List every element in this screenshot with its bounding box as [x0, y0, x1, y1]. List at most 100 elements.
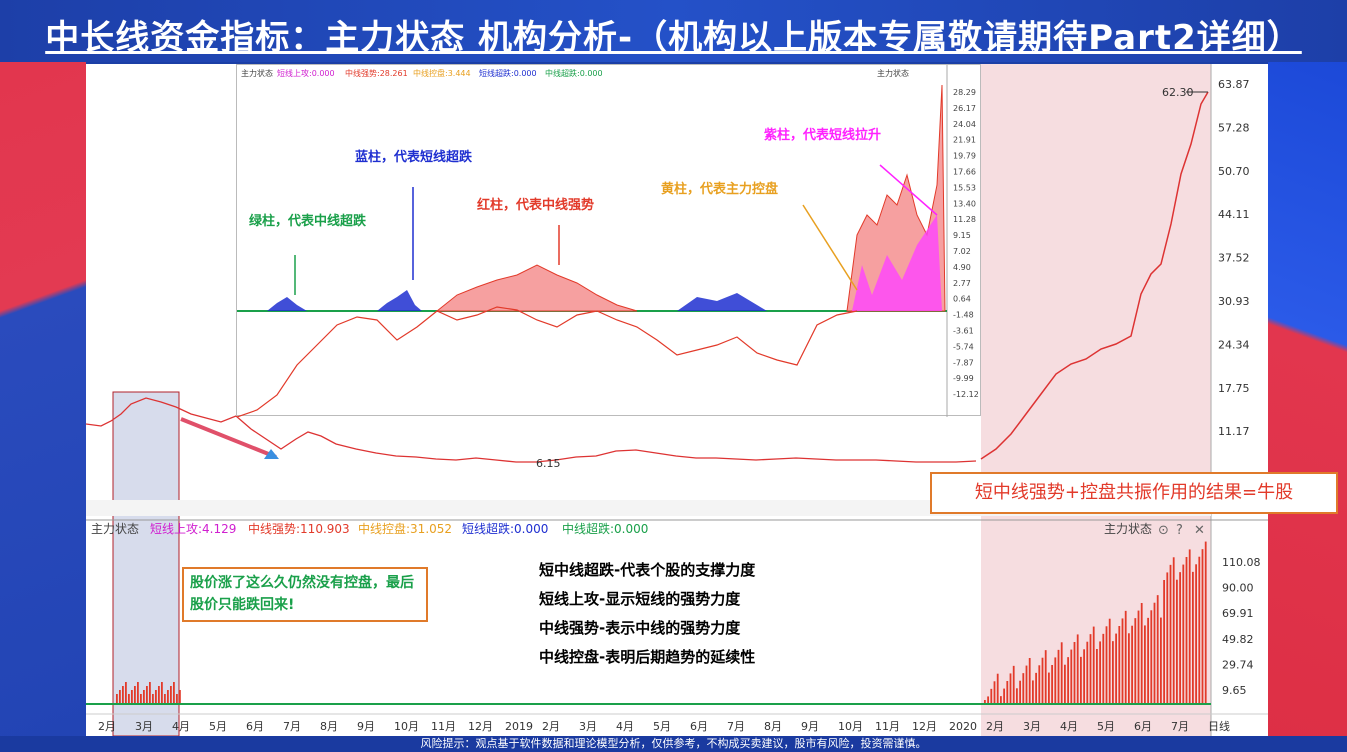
inset-tick-label: 19.79 [953, 152, 976, 161]
price-tick-label: 57.28 [1218, 121, 1250, 134]
x-tick-label: 10月 [838, 720, 863, 733]
indicator-bar-early [122, 686, 124, 704]
legend-line-1: 短中线超跌-代表个股的支撑力度 [539, 561, 756, 579]
x-tick-label: 7月 [1171, 720, 1189, 733]
indicator-bar [1070, 649, 1073, 704]
label-yellow: 黄柱，代表主力控盘 [661, 181, 778, 197]
price-tick-label: 44.11 [1218, 208, 1250, 221]
indicator-bar [1067, 657, 1069, 704]
low-price-label: 6.15 [536, 457, 561, 470]
indicator-bar [1131, 625, 1133, 704]
indicator-bar [1022, 673, 1025, 704]
x-tick-label: 2019 [505, 720, 533, 733]
indicator-bar-early [143, 690, 145, 704]
indicator-bar-early [173, 682, 175, 704]
indicator-bar [1150, 610, 1153, 704]
indicator-bar-early [140, 694, 142, 704]
trend-arrow-head [264, 449, 279, 459]
close-icon[interactable]: ✕ [1194, 523, 1205, 538]
label-purple: 紫柱，代表短线拉升 [764, 127, 881, 143]
indicator-bar [1121, 618, 1124, 704]
indicator-bar [1076, 634, 1079, 704]
indicator-bar-early [128, 694, 130, 704]
indicator-bar [1012, 665, 1015, 704]
indicator-bar [1147, 617, 1149, 704]
inset-chart[interactable]: 主力状态 短线上攻:0.000 中线强势:28.261 中线控盘:3.444 短… [236, 64, 981, 418]
inset-red-area [435, 264, 638, 312]
inset-tick-label: -7.87 [953, 358, 974, 367]
indicator-short-up: 短线上攻:4.129 [150, 522, 236, 536]
arrow-yellow [802, 204, 858, 291]
price-axis: 63.87 57.28 50.70 44.11 37.52 30.93 24.34 17.75… [1218, 78, 1250, 438]
indicator-bar [1198, 556, 1201, 704]
settings-icon[interactable]: ⊙ [1158, 523, 1169, 538]
indicator-bar [1144, 625, 1146, 704]
indicator-bar-early [152, 694, 154, 704]
inset-short-up: 短线上攻:0.000 [277, 68, 335, 78]
indicator-bar [1057, 649, 1060, 704]
highlight-early-region [112, 391, 180, 737]
x-tick-label: 7月 [283, 720, 301, 733]
x-tick-label: 6月 [246, 720, 264, 733]
indicator-bar [1099, 641, 1101, 704]
x-tick-label: 3月 [135, 720, 153, 733]
right-decoration [1268, 62, 1347, 742]
label-green: 绿柱，代表中线超跌 [249, 213, 367, 229]
inset-blue-area-3 [677, 293, 767, 311]
inset-tick-label: 17.66 [953, 168, 976, 177]
inset-mid-strong: 中线强势:28.261 [345, 68, 408, 78]
main-chart-svg[interactable]: 63.87 57.28 50.70 44.11 37.52 30.93 24.34 17.75… [85, 64, 1268, 737]
indicator-bar-early [119, 690, 121, 704]
inset-tick-label: 24.04 [953, 120, 976, 129]
indicator-tick-label: 90.00 [1222, 582, 1254, 595]
x-tick-label: 9月 [801, 720, 819, 733]
trend-arrow [180, 417, 277, 459]
indicator-tick-label: 49.82 [1222, 633, 1254, 646]
indicator-bar [1137, 610, 1140, 704]
risk-footer: 风险提示：观点基于软件数据和理论模型分析，仅供参考，不构成买卖建议，股市有风险，… [0, 736, 1347, 752]
signal-strip [86, 500, 1211, 516]
indicator-bar-early [131, 690, 133, 704]
inset-axis: 28.29 26.17 24.04 21.91 19.79 17.66 15.53 13.40… [953, 88, 979, 399]
arrow-purple [879, 164, 938, 216]
price-tick-label: 11.17 [1218, 425, 1250, 438]
indicator-bar [1176, 579, 1178, 704]
inset-tick-label: 4.90 [953, 263, 971, 272]
label-red: 红柱，代表中线强势 [477, 197, 594, 213]
indicator-bar [1188, 549, 1191, 704]
indicator-bar [1182, 564, 1185, 704]
inset-tick-label: -9.99 [953, 374, 974, 383]
indicator-short-over-fall: 短线超跌:0.000 [462, 521, 548, 536]
indicator-bar [1073, 642, 1076, 704]
x-tick-label: 4月 [172, 720, 190, 733]
indicator-bar [1201, 549, 1204, 704]
highlight-bull-region [981, 64, 1211, 736]
indicator-bar-early [164, 694, 166, 704]
x-tick-label: 6月 [690, 720, 708, 733]
indicator-bars [116, 541, 1207, 704]
indicator-bar-early [155, 690, 157, 704]
price-tick-label: 30.93 [1218, 295, 1250, 308]
inset-blue-area-1 [267, 297, 307, 311]
x-tick-label: 2月 [986, 720, 1004, 733]
callout-green: 股价涨了这么久仍然没有控盘，最后股价只能跌回来! [182, 567, 428, 622]
indicator-tick-label: 110.08 [1222, 556, 1261, 569]
inset-tick-label: 26.17 [953, 104, 976, 113]
indicator-bar [1163, 580, 1165, 704]
indicator-bar [1169, 564, 1172, 704]
indicator-tick-label: 9.65 [1222, 684, 1247, 697]
x-tick-label: 5月 [209, 720, 227, 733]
inset-blue-area-2 [377, 290, 422, 311]
label-blue: 蓝柱，代表短线超跌 [355, 149, 473, 165]
indicator-bar-early [134, 686, 136, 704]
indicator-tick-label: 29.74 [1222, 658, 1254, 671]
x-tick-label: 4月 [1060, 720, 1078, 733]
indicator-bar [1195, 564, 1197, 704]
price-tick-label: 63.87 [1218, 78, 1250, 91]
help-icon[interactable]: ? [1176, 523, 1183, 538]
x-tick-label: 8月 [320, 720, 338, 733]
legend-line-4: 中线控盘-表明后期趋势的延续性 [539, 648, 756, 666]
x-tick-label: 5月 [653, 720, 671, 733]
indicator-bar [1092, 626, 1095, 704]
indicator-bar-early [125, 682, 127, 704]
